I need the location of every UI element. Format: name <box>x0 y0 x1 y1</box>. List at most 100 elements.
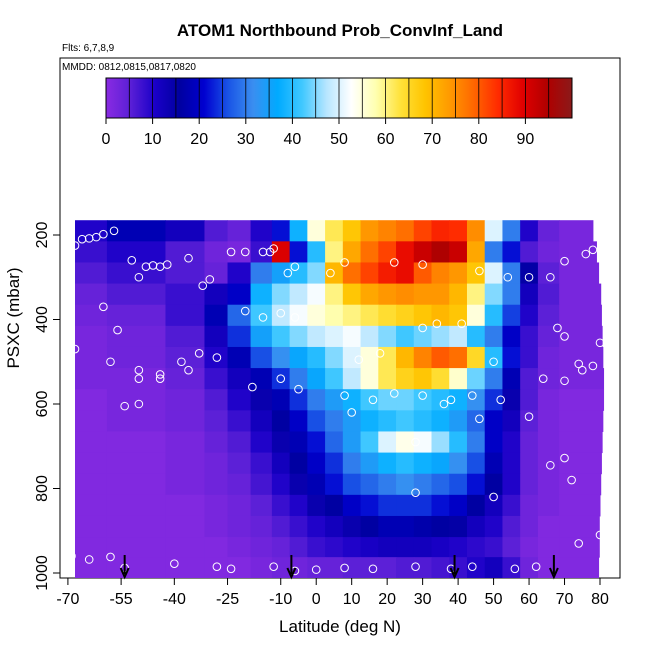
data-marker <box>510 564 520 574</box>
heatmap-cell <box>537 220 560 242</box>
heatmap-cell <box>307 241 326 263</box>
heatmap-cell <box>502 368 521 390</box>
heatmap-cell <box>413 494 433 517</box>
heatmap-cell <box>431 473 450 496</box>
heatmap-cell <box>165 431 205 454</box>
data-marker <box>205 275 215 284</box>
heatmap-cell <box>360 431 379 454</box>
heatmap-cell <box>250 431 273 454</box>
heatmap-cell <box>466 283 486 306</box>
heatmap-cell <box>520 368 539 390</box>
chart-annotation: MMDD: 0812,0815,0817,0820 <box>62 62 196 73</box>
heatmap-cell <box>431 410 450 432</box>
heatmap-cell <box>484 557 503 578</box>
heatmap-cell <box>413 557 433 578</box>
heatmap-cell <box>289 262 308 285</box>
heatmap-cell <box>289 220 308 242</box>
heatmap-cell <box>342 325 362 348</box>
data-marker <box>340 258 349 267</box>
heatmap-cell <box>360 515 379 538</box>
colorbar-ticks: 0 10 20 30 40 50 60 70 80 90 <box>102 118 535 148</box>
heatmap-cell <box>75 494 108 517</box>
heatmap-cell <box>484 368 503 390</box>
heatmap-cell <box>396 557 415 578</box>
heatmap-cell <box>431 515 450 538</box>
heatmap-cell <box>360 473 379 496</box>
heatmap-cell <box>449 304 468 327</box>
heatmap-cell <box>271 410 291 432</box>
data-marker <box>457 319 466 329</box>
y-axis-label: PSXC (mbar) <box>4 267 23 368</box>
data-marker <box>538 374 548 383</box>
heatmap-cell <box>413 368 433 390</box>
data-marker <box>588 361 598 371</box>
heatmap-cell <box>271 304 291 327</box>
data-marker <box>418 260 427 269</box>
heatmap-cell <box>537 389 560 411</box>
heatmap-cell <box>289 515 308 538</box>
data-marker <box>489 357 498 367</box>
heatmap-cell <box>342 537 362 558</box>
heatmap-cell <box>75 431 108 454</box>
data-marker <box>212 353 222 362</box>
heatmap-cell <box>396 346 415 369</box>
heatmap-cell <box>502 494 521 517</box>
data-marker <box>177 357 186 367</box>
heatmap-cell <box>204 304 229 327</box>
heatmap-cell <box>413 515 433 538</box>
heatmap-cell <box>520 537 539 558</box>
heatmap-cell <box>271 494 291 517</box>
heatmap-cell <box>413 431 433 454</box>
data-marker <box>368 395 378 405</box>
colorbar-tick-label: 20 <box>190 131 208 148</box>
heatmap-cell <box>413 410 433 432</box>
heatmap-cell <box>378 515 397 538</box>
data-marker <box>439 399 449 409</box>
data-marker <box>258 313 268 322</box>
heatmap-cell <box>537 431 560 454</box>
data-marker <box>567 475 576 485</box>
heatmap-cell <box>106 537 166 558</box>
heatmap-cell <box>271 241 291 263</box>
heatmap-cell <box>431 431 450 454</box>
data-marker <box>226 247 236 257</box>
data-marker <box>326 268 335 278</box>
heatmap-cell <box>307 220 326 242</box>
data-marker <box>354 355 364 364</box>
heatmap-cell <box>250 557 273 578</box>
data-marker <box>368 564 378 574</box>
heatmap-cell <box>520 473 539 496</box>
chart-subtitle: Flts: 6,7,8,9 <box>62 43 115 54</box>
heatmap-cell <box>520 346 539 369</box>
x-tick-label: 30 <box>414 591 432 608</box>
data-marker <box>162 260 172 269</box>
heatmap-cell <box>342 557 362 578</box>
heatmap-cell <box>75 452 108 475</box>
heatmap-cell <box>396 389 415 411</box>
heatmap-cell <box>325 410 344 432</box>
data-marker <box>276 374 286 383</box>
data-marker <box>248 382 257 392</box>
heatmap-cell <box>466 241 486 263</box>
heatmap-cell <box>449 220 468 242</box>
heatmap-cell <box>378 473 397 496</box>
heatmap-cell <box>165 537 205 558</box>
data-marker <box>375 349 385 358</box>
heatmap-cell <box>360 368 379 390</box>
heatmap-cell <box>165 557 205 578</box>
heatmap-cell <box>396 304 415 327</box>
heatmap-cell <box>106 262 166 285</box>
heatmap-cell <box>502 346 521 369</box>
heatmap-cell <box>342 241 362 263</box>
heatmap-cell <box>271 431 291 454</box>
heatmap-cell <box>413 262 433 285</box>
data-marker <box>212 562 222 571</box>
heatmap-cell <box>484 325 503 348</box>
data-marker <box>99 229 108 239</box>
x-axis: -70 -55 -40 -25 -10 0 10 20 30 40 50 60 70 80 <box>56 578 609 608</box>
sonde-arrow-head <box>548 567 559 580</box>
data-marker <box>475 414 484 424</box>
data-marker <box>109 226 119 236</box>
colorbar-tick-label: 90 <box>517 131 535 148</box>
data-marker <box>170 559 179 569</box>
